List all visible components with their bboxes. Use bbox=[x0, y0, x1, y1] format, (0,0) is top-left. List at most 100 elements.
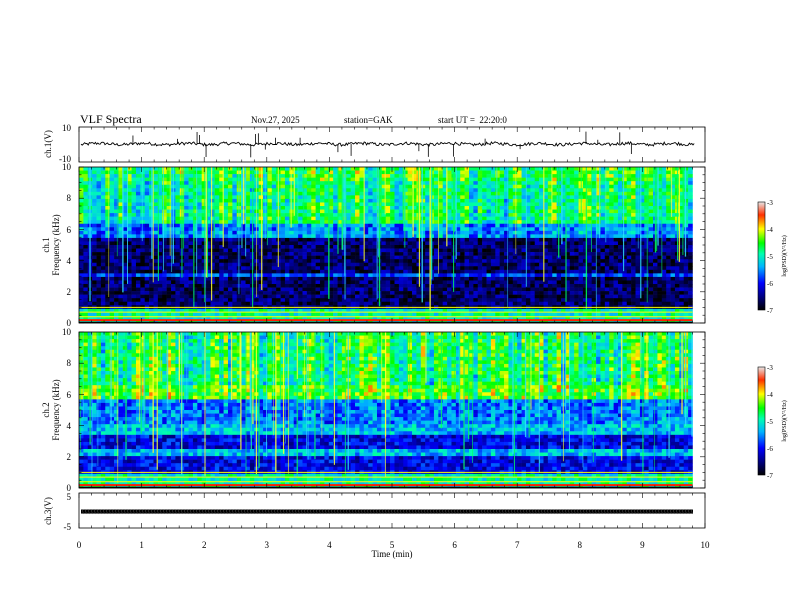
spectrogram-cell bbox=[412, 276, 417, 281]
spectrogram-cell bbox=[320, 294, 325, 299]
spectrogram-cell bbox=[232, 195, 238, 200]
spectrogram-cell bbox=[372, 273, 378, 278]
spectrogram-cell bbox=[455, 198, 461, 203]
spectrogram-cell bbox=[547, 248, 553, 253]
spectrogram-cell bbox=[350, 312, 356, 317]
spectrogram-cell bbox=[490, 167, 496, 171]
spectrogram-cell bbox=[512, 167, 518, 171]
spectrogram-cell bbox=[166, 269, 172, 274]
spectrogram-cell bbox=[477, 213, 483, 217]
spectrogram-cell bbox=[100, 273, 106, 278]
spectrogram-cell bbox=[320, 213, 325, 217]
spectrogram-cell bbox=[512, 234, 518, 239]
spectrogram-cell bbox=[140, 202, 146, 207]
spectrogram-cell bbox=[530, 230, 536, 235]
spectrogram-cell bbox=[552, 298, 557, 303]
spectrogram-cell bbox=[368, 237, 373, 242]
spectrogram-cell bbox=[543, 273, 549, 278]
spectrogram-cell bbox=[525, 223, 531, 228]
spectrogram-cell bbox=[131, 220, 137, 225]
spectrogram-cell bbox=[464, 266, 470, 271]
spectrogram-cell bbox=[442, 287, 448, 292]
spectrogram-cell bbox=[153, 206, 159, 210]
spectrogram-cell bbox=[140, 209, 146, 214]
spectrogram-cell bbox=[433, 273, 439, 278]
spectrogram-cell bbox=[455, 312, 461, 317]
spectrogram-cell bbox=[280, 209, 286, 214]
spectrogram-cell bbox=[114, 276, 119, 281]
spectrogram-cell bbox=[504, 252, 509, 256]
spectrogram-cell bbox=[293, 319, 299, 324]
spectrogram-cell bbox=[539, 198, 544, 203]
spectrogram-cell bbox=[214, 301, 220, 306]
spectrogram-cell bbox=[355, 248, 360, 253]
spectrogram-cell bbox=[289, 195, 295, 200]
spectrogram-cell bbox=[162, 177, 167, 182]
spectrogram-cell bbox=[162, 266, 167, 271]
spectrogram-cell bbox=[482, 202, 487, 207]
spectrogram-cell bbox=[79, 213, 84, 217]
spectrogram-cell bbox=[381, 276, 387, 281]
spectrogram-cell bbox=[412, 198, 417, 203]
spectrogram-cell bbox=[188, 220, 194, 225]
spectrogram-cell bbox=[127, 202, 132, 207]
spectrogram-cell bbox=[105, 177, 110, 182]
spectrogram-cell bbox=[539, 202, 544, 207]
spectrogram-cell bbox=[197, 280, 202, 285]
spectrogram-cell bbox=[477, 287, 483, 292]
spectrogram-cell bbox=[267, 167, 273, 171]
spectrogram-cell bbox=[166, 280, 172, 285]
spectrogram-cell bbox=[219, 312, 224, 317]
spectrogram-cell bbox=[337, 259, 343, 264]
spectrogram-cell bbox=[227, 198, 233, 203]
spectrogram-cell bbox=[232, 167, 238, 171]
ch1-ytick-top: 10 bbox=[62, 123, 72, 133]
spectrogram-cell bbox=[346, 195, 351, 200]
spectrogram-cell bbox=[556, 273, 562, 278]
spectrogram-cell bbox=[280, 276, 286, 281]
spectrogram-cell bbox=[499, 184, 505, 189]
spectrogram-cell bbox=[96, 181, 102, 186]
spectrogram-cell bbox=[206, 319, 211, 324]
spectrogram-cell bbox=[166, 206, 172, 210]
spectrogram-cell bbox=[144, 181, 150, 186]
spectrogram-cell bbox=[293, 294, 299, 299]
spectrogram-cell bbox=[298, 202, 303, 207]
spectrogram-cell bbox=[232, 276, 238, 281]
spectrogram-cell bbox=[517, 202, 522, 207]
spectrogram-cell bbox=[197, 287, 202, 292]
spectrogram-cell bbox=[306, 206, 312, 210]
spectrogram-cell bbox=[210, 195, 216, 200]
spectrogram-cell bbox=[241, 252, 246, 256]
spectrogram-cell bbox=[464, 255, 470, 260]
spectrogram-cell bbox=[412, 230, 417, 235]
spectrogram-cell bbox=[508, 273, 514, 278]
spectrogram-cell bbox=[192, 266, 198, 271]
spectrogram-cell bbox=[504, 213, 509, 217]
spectrogram-cell bbox=[192, 319, 198, 324]
spectrogram-cell bbox=[311, 315, 316, 320]
spectrogram-cell bbox=[302, 188, 308, 193]
spectrogram-cell bbox=[455, 184, 461, 189]
spectrogram-cell bbox=[381, 252, 387, 256]
spectrogram-cell bbox=[131, 202, 137, 207]
spectrogram-cell bbox=[92, 177, 97, 182]
spectrogram-cell bbox=[517, 191, 522, 196]
spectrogram-cell bbox=[420, 177, 426, 182]
spectrogram-cell bbox=[96, 248, 102, 253]
spectrogram-cell bbox=[109, 315, 115, 320]
spectrogram-cell bbox=[153, 170, 159, 175]
spectrogram-cell bbox=[512, 284, 518, 288]
spectrogram-cell bbox=[140, 273, 146, 278]
spectrogram-cell bbox=[227, 167, 233, 171]
spectrogram-cell bbox=[539, 276, 544, 281]
spectrogram-cell bbox=[328, 206, 334, 210]
spectrogram-cell bbox=[486, 301, 492, 306]
spectrogram-cell bbox=[214, 308, 220, 313]
spectrogram-cell bbox=[219, 255, 224, 260]
spectrogram-cell bbox=[83, 291, 89, 295]
spectrogram-cell bbox=[328, 245, 334, 249]
spectrogram-cell bbox=[293, 174, 299, 178]
spectrogram-cell bbox=[460, 284, 465, 288]
spectrogram-cell bbox=[280, 220, 286, 225]
